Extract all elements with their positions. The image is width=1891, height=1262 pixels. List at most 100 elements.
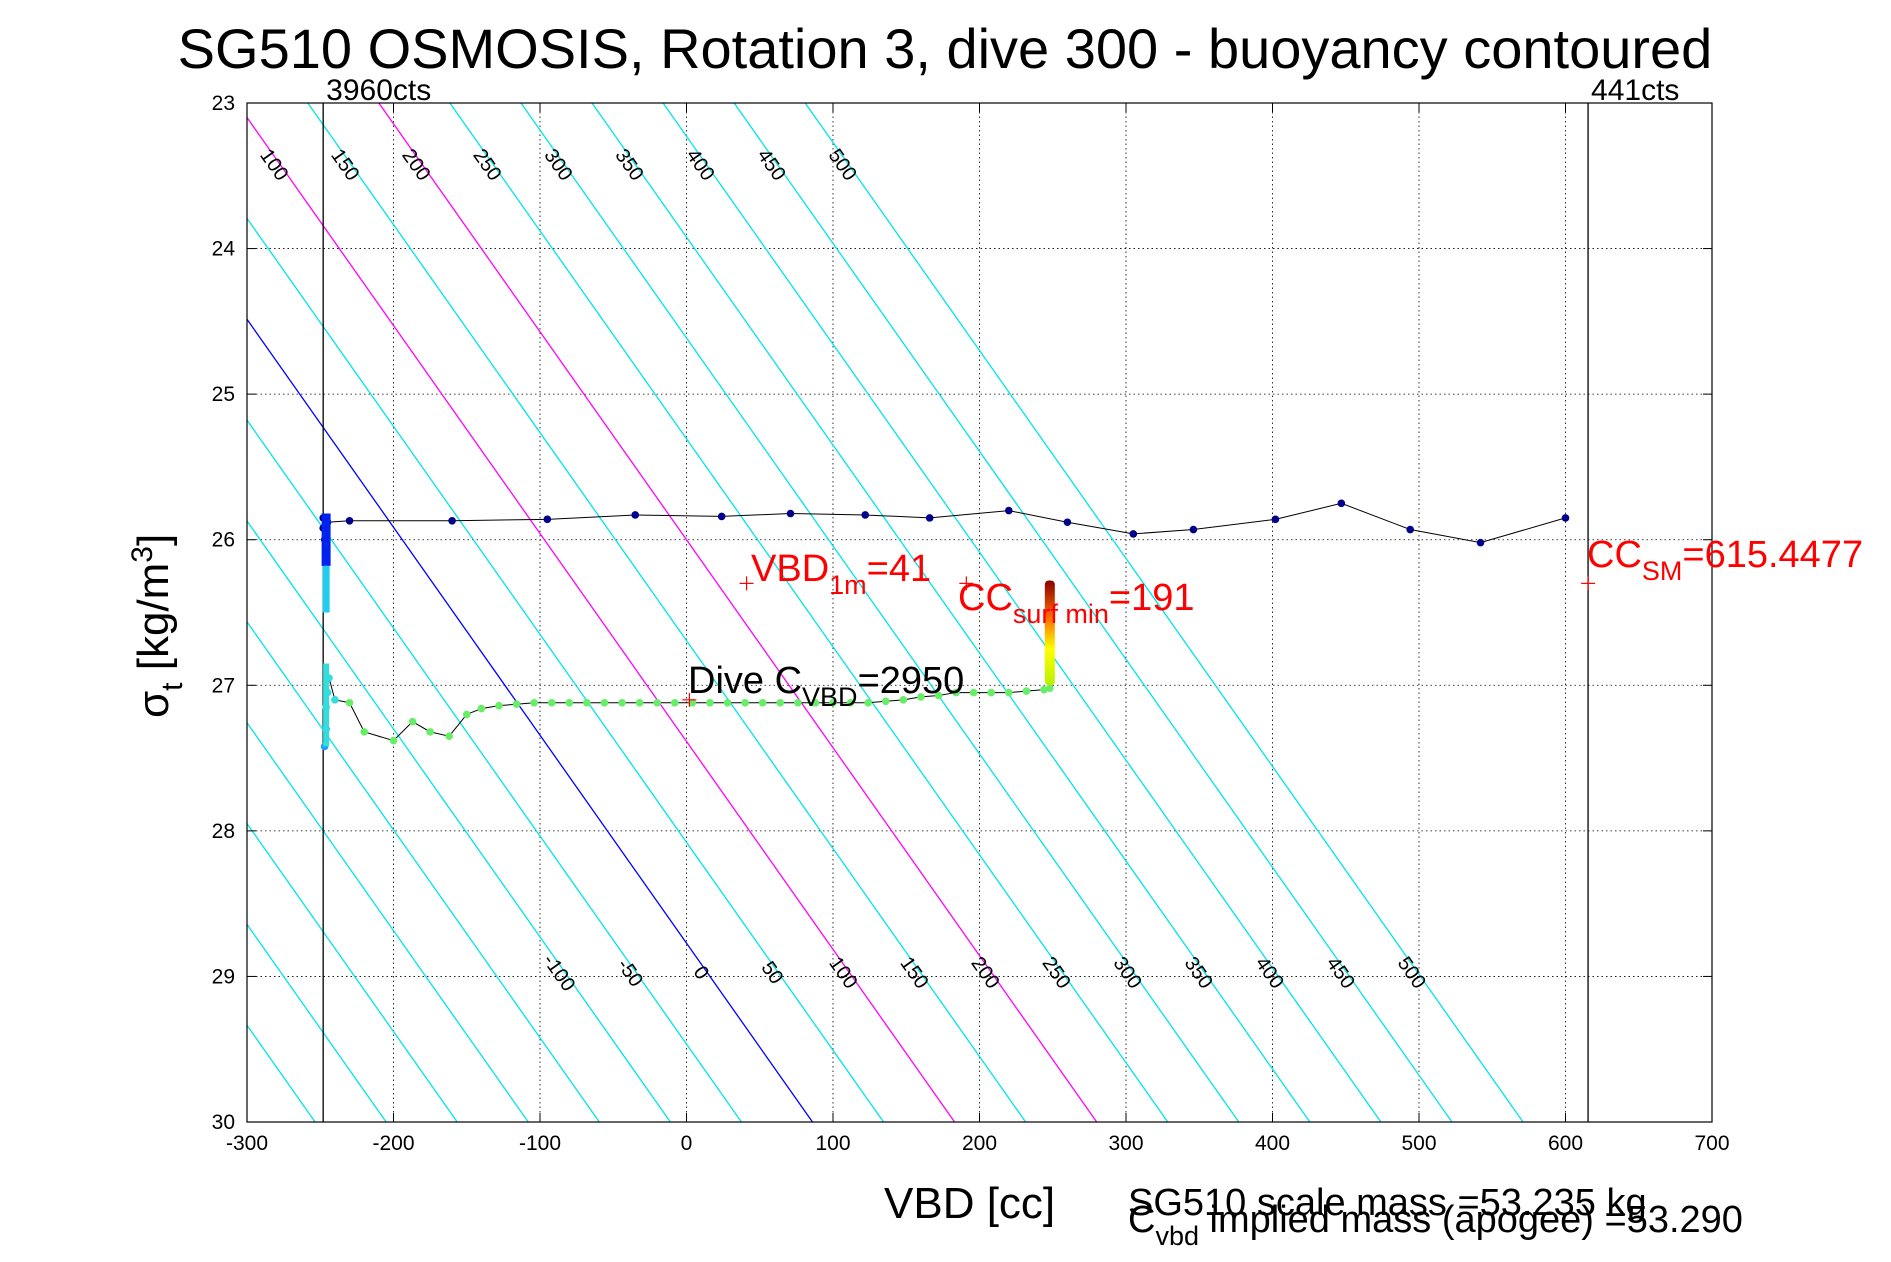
ascent-point [794, 698, 802, 707]
y-axis-label: σt [kg/m3] [126, 534, 189, 718]
ccsm-annotation: CCSM=615.4477 [1587, 534, 1863, 586]
chart-title: SG510 OSMOSIS, Rotation 3, dive 300 - bu… [178, 17, 1713, 80]
descent-point [543, 515, 552, 524]
x-tick-label: 100 [815, 1132, 850, 1155]
ascent-point [583, 698, 591, 707]
y-tick-label: 28 [212, 820, 235, 843]
dive-series [319, 499, 1570, 751]
descent-point [1561, 514, 1570, 522]
ascent-point [565, 698, 574, 707]
ascent-point [1046, 684, 1054, 692]
ascent-point [360, 728, 369, 736]
ascent-point [477, 704, 486, 713]
ascent-point [445, 732, 453, 741]
contour-line [733, 103, 1453, 1122]
ascent-point [952, 688, 960, 697]
annotation-markers [682, 576, 1596, 707]
ascent-point [1022, 687, 1031, 695]
x-tick-label: -100 [519, 1132, 561, 1155]
ascent-point [758, 698, 767, 707]
contour-line [378, 103, 1098, 1122]
ascent-point [618, 698, 626, 707]
ascent-point [1040, 685, 1048, 694]
descent-point [345, 516, 354, 525]
ascent-point [653, 698, 661, 707]
contour-line [307, 103, 1027, 1122]
contour-line [662, 103, 1382, 1122]
contour-line [520, 103, 1240, 1122]
ascent-point [776, 698, 785, 707]
grid-lines [247, 103, 1712, 1122]
surface-bar [1044, 580, 1055, 686]
ascent-point [706, 698, 714, 707]
ascent-point [345, 698, 354, 707]
x-tick-label: 700 [1694, 1132, 1729, 1155]
ascent-point [899, 696, 908, 704]
contour-line [247, 923, 387, 1122]
y-tick-label: 29 [212, 965, 235, 988]
ascent-point [512, 700, 521, 709]
descent-point [1406, 525, 1415, 534]
y-tick-label: 24 [212, 238, 236, 261]
descent-point [631, 511, 640, 519]
ascent-point [829, 698, 837, 707]
x-tick-label: 400 [1255, 1132, 1290, 1155]
contour-line [591, 103, 1311, 1122]
x-tick-label: -200 [372, 1132, 414, 1155]
descent-point [861, 511, 870, 519]
descent-point [925, 514, 934, 522]
ascent-point [495, 701, 503, 710]
contour-line [449, 103, 1169, 1122]
count-label-left: 3960cts [326, 74, 431, 107]
descent-point [786, 509, 795, 518]
descent-point [717, 512, 726, 521]
descent-point [1337, 499, 1346, 508]
x-axis: -300 -200 -100 0 100 200 300 400 500 600 700 [226, 103, 1730, 1155]
ascent-point [530, 698, 538, 707]
x-tick-label: 500 [1401, 1132, 1436, 1155]
contour-line [247, 217, 885, 1122]
contour-line [0, 103, 244, 1122]
ascent-point [600, 698, 609, 707]
y-tick-label: 30 [212, 1111, 235, 1134]
descent-point [1005, 506, 1013, 515]
ascent-point [426, 728, 434, 736]
ascent-point [331, 696, 339, 704]
descent-point [1063, 518, 1072, 527]
count-label-right: 441cts [1591, 74, 1679, 107]
ascent-point [389, 736, 398, 745]
ascent-point [969, 688, 978, 697]
ascent-point [723, 698, 732, 707]
x-tick-label: 600 [1548, 1132, 1583, 1155]
contour-line [247, 620, 600, 1122]
contour-line [247, 116, 956, 1122]
contour-line [247, 519, 671, 1122]
ascent-point [408, 717, 417, 726]
ascent-point [688, 698, 697, 707]
ascent-point [1005, 688, 1013, 697]
vbd1m-annotation: VBD1m=41 [751, 548, 931, 600]
ascent-point [846, 698, 855, 707]
ccsurf-annotation: CCsurf min=191 [958, 577, 1195, 629]
y-tick-label: 25 [212, 383, 235, 406]
ascent-point [811, 698, 820, 707]
dive-cvbd-annotation: Dive CVBD=2950 [688, 660, 964, 712]
ascent-point [670, 698, 679, 707]
x-tick-label: -300 [226, 1132, 268, 1155]
ascent-point [917, 693, 925, 701]
implied-mass-text: Cvbd implied mass (apogee) =53.290 [1128, 1199, 1743, 1251]
x-tick-label: 300 [1108, 1132, 1143, 1155]
count-limit-lines: 3960cts 441cts [322, 74, 1679, 1122]
y-axis: 23 24 25 26 27 28 29 30 [212, 92, 1712, 1134]
x-tick-label: 0 [681, 1132, 693, 1155]
ascent-point [864, 698, 872, 707]
ascent-point [987, 688, 996, 697]
descent-point [1189, 525, 1198, 534]
descent-point [1476, 538, 1485, 547]
ascent-point [462, 710, 471, 719]
y-tick-label: 23 [212, 92, 235, 115]
scale-mass-text: SG510 scale mass =53.235 kg [1128, 1182, 1647, 1224]
contour-line [804, 103, 1524, 1122]
ascent-point [934, 691, 943, 700]
